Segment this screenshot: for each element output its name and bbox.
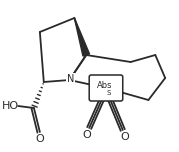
Text: N: N (67, 74, 74, 84)
Polygon shape (74, 18, 90, 56)
Text: O: O (35, 134, 44, 144)
Text: O: O (120, 132, 129, 142)
Text: HO: HO (2, 101, 19, 111)
Text: O: O (83, 130, 92, 140)
FancyBboxPatch shape (89, 75, 123, 101)
Text: S: S (107, 90, 111, 96)
Text: Abs: Abs (97, 81, 113, 90)
